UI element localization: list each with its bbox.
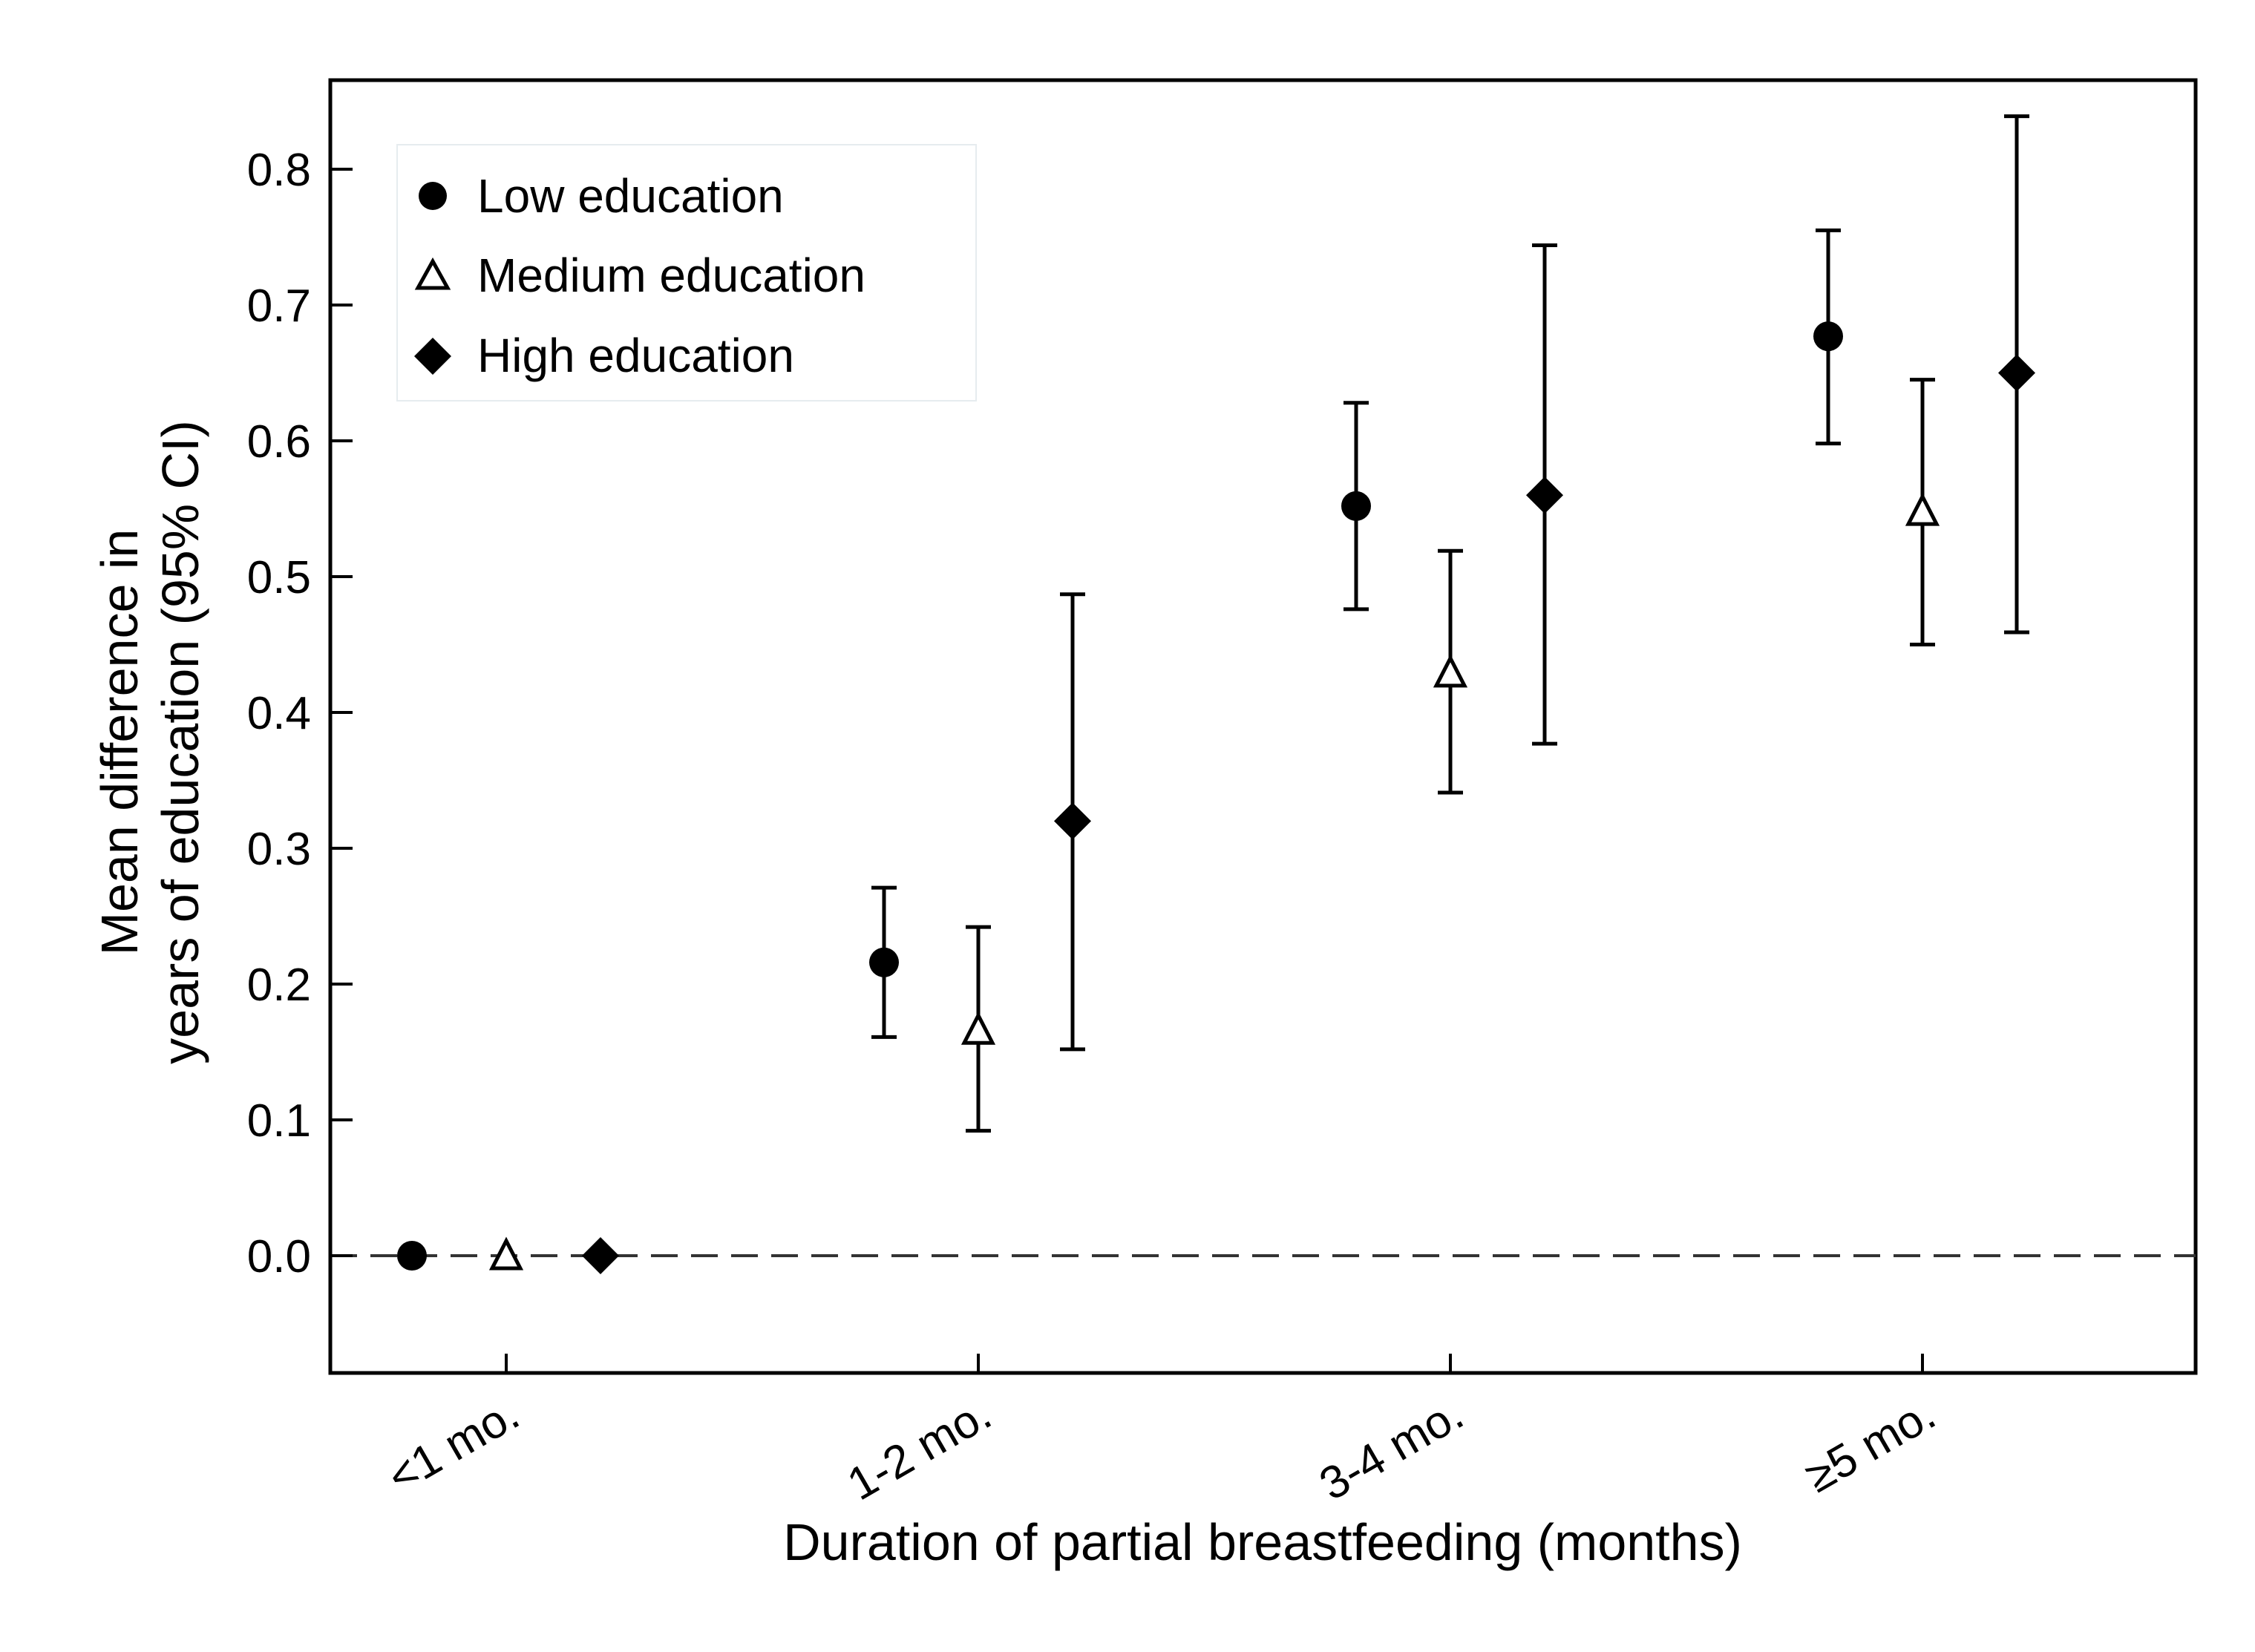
x-tick-label: 3-4 mo. (1311, 1388, 1472, 1510)
error-bars (871, 114, 2029, 1133)
point-medium-education (1433, 654, 1468, 688)
y-tick-label: 0.6 (247, 416, 311, 468)
legend-label-medium-education: Medium education (477, 249, 865, 302)
x-axis: <1 mo. 1-2 mo. 3-4 mo. ≥5 mo. (379, 1354, 1944, 1510)
legend-marker-medium-education (414, 257, 451, 290)
y-tick-label: 0.1 (247, 1095, 311, 1147)
x-axis-title: Duration of partial breastfeeding (month… (783, 1513, 1742, 1571)
y-tick-label: 0.3 (247, 824, 311, 875)
y-tick-label: 0.5 (247, 552, 311, 603)
x-tick-label: ≥5 mo. (1797, 1388, 1944, 1502)
point-low-education (397, 1241, 427, 1271)
y-tick-label: 0.0 (247, 1231, 311, 1282)
point-high-education (1054, 802, 1091, 840)
legend-label-low-education: Low education (477, 169, 784, 223)
point-medium-education (960, 1011, 996, 1045)
x-tick-label: 1-2 mo. (839, 1388, 1000, 1510)
legend-marker-low-education (419, 182, 447, 210)
plot-area-frame (328, 78, 2198, 1375)
point-medium-education (488, 1236, 524, 1271)
point-high-education (1998, 354, 2035, 392)
point-high-education (582, 1237, 619, 1274)
point-medium-education (1905, 492, 1940, 526)
y-tick-label: 0.7 (247, 281, 311, 332)
y-axis-title: Mean difference in years of education (9… (91, 420, 209, 1064)
data-points (397, 321, 2035, 1274)
legend-box (396, 144, 977, 401)
point-low-education (869, 947, 899, 977)
point-low-education (1341, 491, 1371, 521)
y-axis-title-line-2: years of education (95% CI) (151, 420, 209, 1064)
x-tick-label: <1 mo. (379, 1388, 528, 1503)
y-tick-label: 0.4 (247, 688, 311, 739)
legend-label-high-education: High education (477, 329, 794, 382)
legend: Low education Medium education High educ… (396, 144, 977, 401)
y-tick-label: 0.2 (247, 960, 311, 1011)
point-high-education (1526, 476, 1563, 514)
legend-marker-high-education (414, 338, 451, 375)
y-tick-label: 0.8 (247, 145, 311, 196)
point-low-education (1813, 321, 1843, 352)
y-axis-title-line-1: Mean difference in (91, 529, 148, 956)
y-axis: 0.0 0.1 0.2 0.3 0.4 0.5 0.6 0.7 0.8 (247, 145, 353, 1282)
